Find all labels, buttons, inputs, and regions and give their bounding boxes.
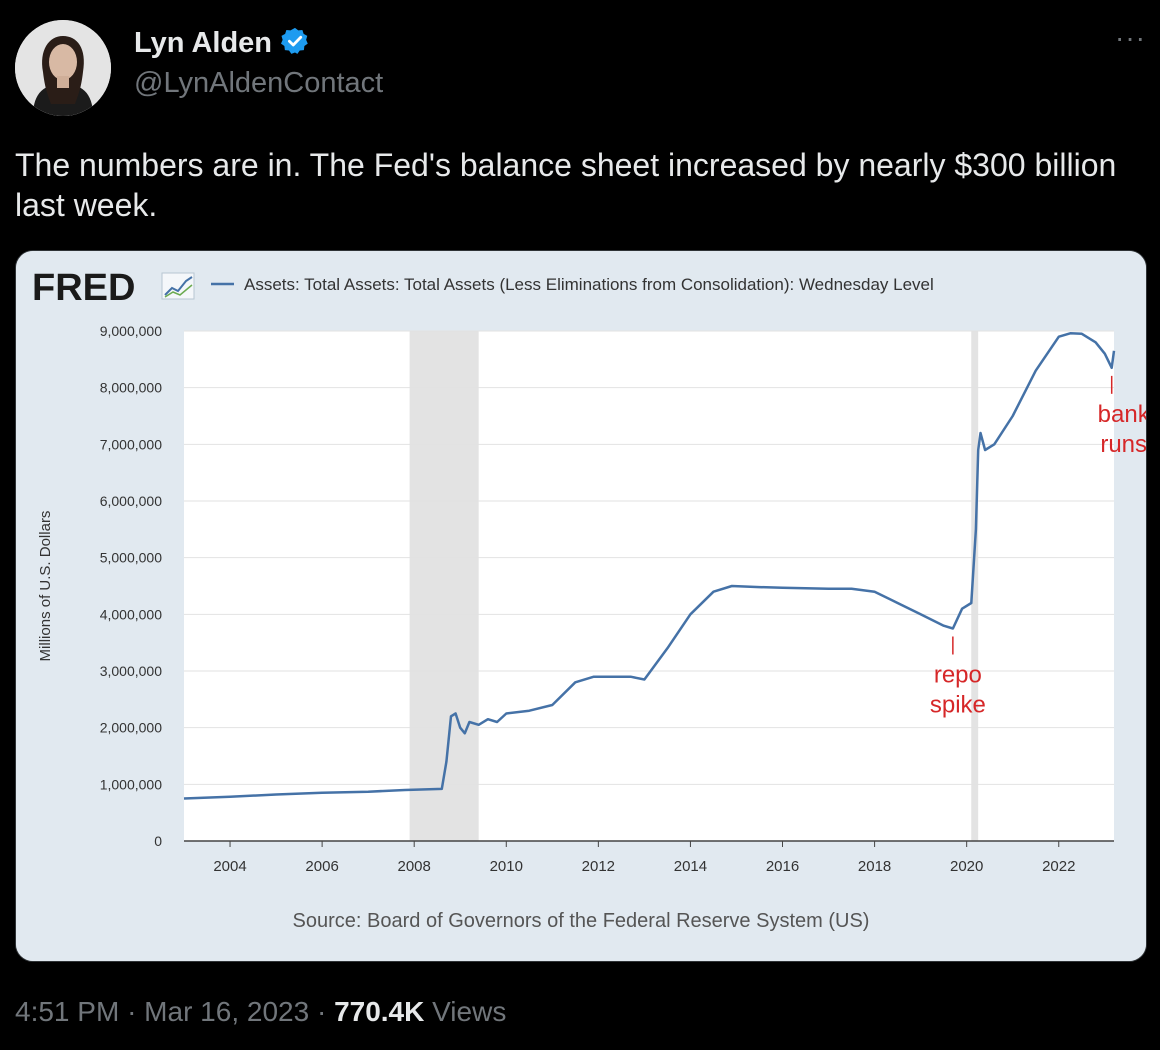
fred-logo-chart-icon: [161, 272, 195, 300]
y-tick-label: 4,000,000: [100, 606, 162, 622]
x-tick-label: 2016: [766, 858, 799, 875]
x-tick-label: 2020: [950, 858, 983, 875]
tweet-time[interactable]: 4:51 PM: [15, 996, 120, 1027]
fred-logo-text: FRED: [32, 267, 135, 309]
chart-source: Source: Board of Governors of the Federa…: [293, 910, 870, 932]
y-tick-label: 9,000,000: [100, 323, 162, 339]
tweet-text: The numbers are in. The Fed's balance sh…: [15, 147, 1117, 223]
annotation-label: bank: [1098, 401, 1146, 428]
series-line-total-assets: [183, 332, 1116, 800]
tweet-media-chart[interactable]: FRED Assets: Total Assets: Total Assets …: [15, 250, 1147, 962]
avatar-image: [15, 20, 111, 116]
y-tick-label: 3,000,000: [100, 663, 162, 679]
annotation-label: runs: [1100, 431, 1146, 458]
annotation-label: spike: [930, 692, 986, 719]
x-tick-label: 2022: [1042, 858, 1075, 875]
y-tick-label: 2,000,000: [100, 720, 162, 736]
x-tick-label: 2014: [674, 858, 707, 875]
y-tick-label: 0: [154, 833, 162, 849]
x-tick-label: 2006: [305, 858, 338, 875]
y-tick-label: 8,000,000: [100, 380, 162, 396]
fred-chart: FRED Assets: Total Assets: Total Assets …: [16, 251, 1146, 961]
plot-area: [184, 331, 1114, 841]
more-horizontal-icon[interactable]: ···: [1115, 22, 1146, 53]
recession-band: [409, 331, 479, 841]
x-tick-label: 2008: [398, 858, 431, 875]
views-count: 770.4K: [334, 996, 425, 1027]
x-tick-label: 2018: [858, 858, 891, 875]
y-tick-label: 6,000,000: [100, 493, 162, 509]
x-tick-label: 2012: [582, 858, 615, 875]
meta-separator: ·: [316, 996, 327, 1027]
recession-band: [971, 331, 979, 841]
author-row: Lyn Alden: [134, 26, 310, 61]
annotation-label: repo: [934, 662, 982, 689]
author-handle[interactable]: @LynAldenContact: [134, 67, 384, 99]
y-tick-label: 1,000,000: [100, 776, 162, 792]
y-axis-label: Millions of U.S. Dollars: [37, 511, 54, 662]
fred-logo: FRED: [32, 267, 195, 309]
meta-separator: ·: [127, 996, 137, 1027]
tweet-date[interactable]: Mar 16, 2023: [144, 996, 310, 1027]
x-tick-label: 2010: [490, 858, 523, 875]
x-tick-label: 2004: [213, 858, 246, 875]
verified-badge-icon: [280, 26, 310, 61]
y-tick-label: 7,000,000: [100, 436, 162, 452]
avatar[interactable]: [15, 20, 111, 116]
views-label: Views: [432, 996, 507, 1027]
legend-label: Assets: Total Assets: Total Assets (Less…: [244, 275, 934, 294]
author-name[interactable]: Lyn Alden: [134, 27, 273, 59]
tweet-meta: 4:51 PM · Mar 16, 2023 · 770.4K Views: [15, 996, 506, 1028]
y-tick-label: 5,000,000: [100, 550, 162, 566]
